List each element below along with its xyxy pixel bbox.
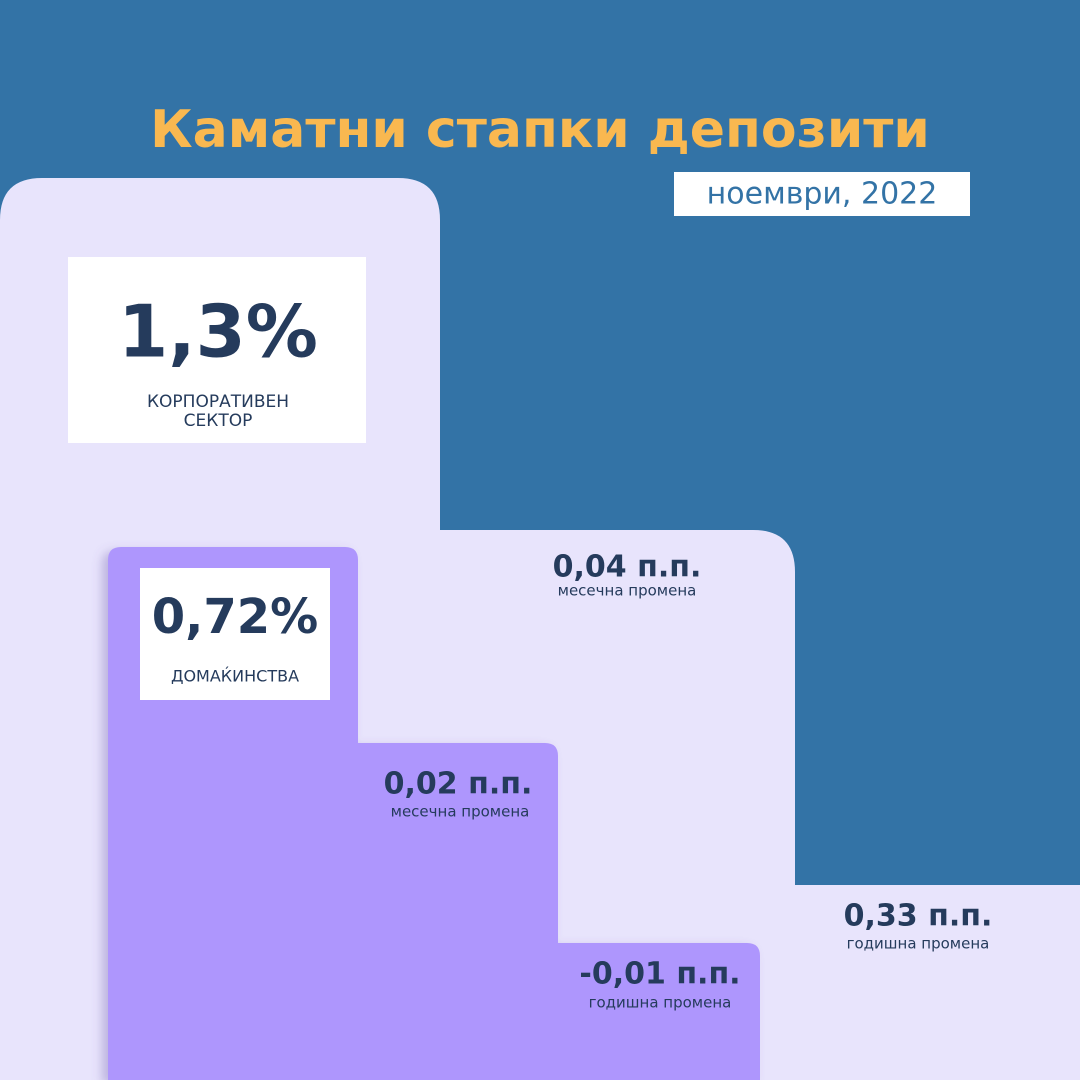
change-label: годишна промена (589, 994, 732, 1012)
corporate-label: КОРПОРАТИВЕН (147, 392, 289, 412)
change-label: месечна промена (391, 803, 530, 821)
change-label: годишна промена (847, 935, 990, 953)
households-box (140, 568, 330, 700)
change-value: 0,33 п.п. (844, 899, 993, 934)
corporate-box (68, 257, 366, 443)
corporate-label: СЕКТОР (184, 411, 253, 431)
change-value: 0,04 п.п. (553, 550, 702, 585)
title: Каматни стапки депозити (150, 100, 930, 160)
households-rate: 0,72% (152, 589, 319, 645)
change-value: 0,02 п.п. (384, 767, 533, 802)
change-value: -0,01 п.п. (579, 957, 740, 992)
subtitle-box (674, 172, 970, 216)
households-label: ДОМАЌИНСТВА (171, 667, 299, 686)
change-label: месечна промена (558, 582, 697, 600)
subtitle: ноември, 2022 (707, 177, 938, 212)
corporate-rate: 1,3% (118, 290, 318, 374)
